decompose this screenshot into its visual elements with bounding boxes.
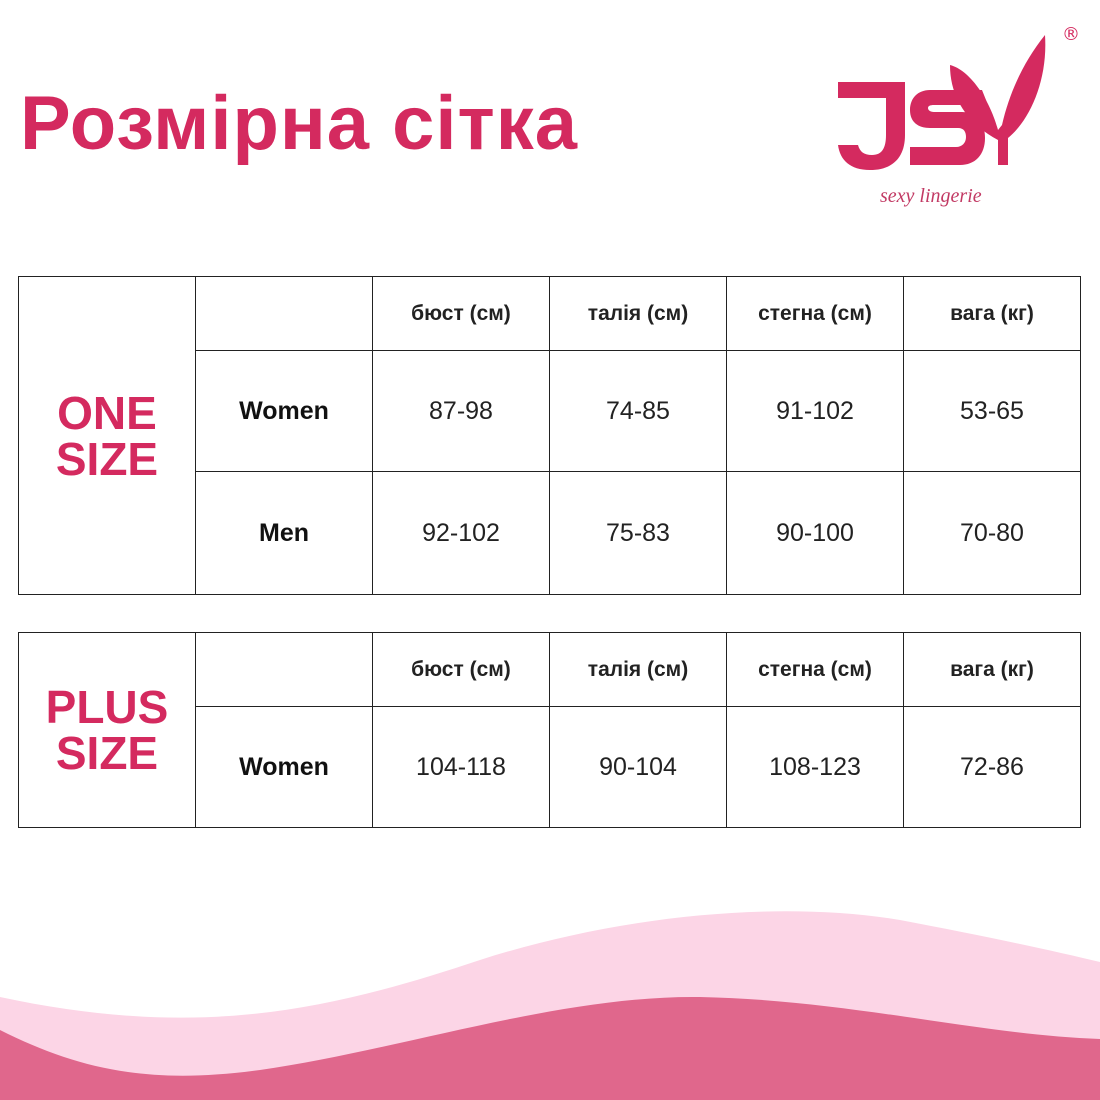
plus-size-table: PLUS SIZE бюст (см) талія (см) стегна (см…: [18, 632, 1081, 828]
cell: 72-86: [903, 706, 1081, 828]
header-waist: талія (см): [549, 276, 727, 351]
row-label: Women: [195, 706, 373, 828]
cell: 108-123: [726, 706, 904, 828]
cell: 90-100: [726, 471, 904, 595]
cell: 90-104: [549, 706, 727, 828]
table-row: Men 92-102 75-83 90-100 70-80: [19, 471, 1081, 595]
cell: 75-83: [549, 471, 727, 595]
header-bust: бюст (см): [372, 276, 550, 351]
cell: 74-85: [549, 350, 727, 472]
cell: 92-102: [372, 471, 550, 595]
cell: 91-102: [726, 350, 904, 472]
plus-size-label: PLUS SIZE: [18, 632, 196, 828]
table-row: Women 104-118 90-104 108-123 72-86: [19, 706, 1081, 828]
one-size-table: ONE SIZE бюст (см) талія (см) стегна (см)…: [18, 276, 1081, 595]
empty-header-cell: [195, 276, 373, 351]
header-hips: стегна (см): [726, 632, 904, 707]
empty-header-cell: [195, 632, 373, 707]
cell: 104-118: [372, 706, 550, 828]
cell: 70-80: [903, 471, 1081, 595]
svg-text:®: ®: [1062, 24, 1080, 45]
jsy-logo: ® sexy lingerie: [838, 24, 1080, 207]
one-size-label: ONE SIZE: [18, 276, 196, 595]
header-hips: стегна (см): [726, 276, 904, 351]
table-row: Women 87-98 74-85 91-102 53-65: [19, 350, 1081, 472]
header-bust: бюст (см): [372, 632, 550, 707]
page-title: Розмірна сітка: [20, 81, 579, 166]
row-label: Men: [195, 471, 373, 595]
cell: 53-65: [903, 350, 1081, 472]
wave-dark: [0, 996, 1100, 1100]
svg-text:sexy lingerie: sexy lingerie: [880, 185, 982, 207]
cell: 87-98: [372, 350, 550, 472]
header-waist: талія (см): [549, 632, 727, 707]
header-weight: вага (кг): [903, 632, 1081, 707]
header-weight: вага (кг): [903, 276, 1081, 351]
row-label: Women: [195, 350, 373, 472]
